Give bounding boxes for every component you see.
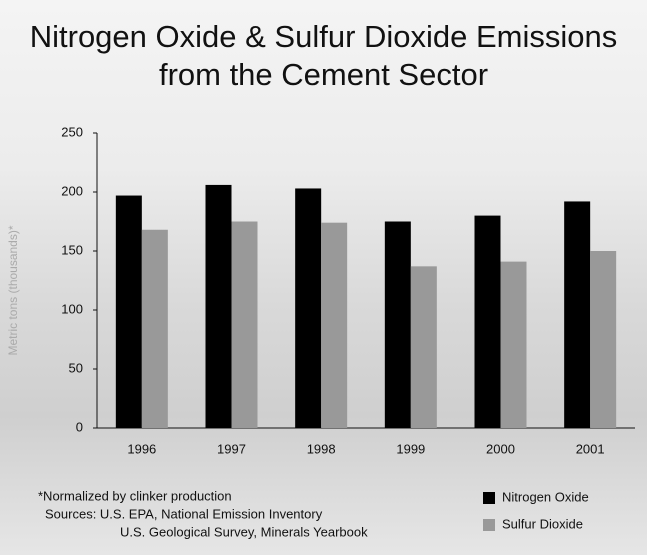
legend-swatch <box>483 492 495 504</box>
x-tick-label: 2001 <box>576 441 605 456</box>
footnote: *Normalized by clinker production <box>38 488 232 503</box>
bar <box>141 229 168 428</box>
bar <box>410 266 437 428</box>
legend-label: Nitrogen Oxide <box>502 489 589 504</box>
chart-title: Nitrogen Oxide & Sulfur Dioxide Emission… <box>29 19 618 92</box>
y-tick-label: 100 <box>61 301 83 316</box>
footnote: U.S. Geological Survey, Minerals Yearboo… <box>120 524 368 539</box>
bar <box>205 184 232 428</box>
y-tick-label: 150 <box>61 242 83 257</box>
x-tick-label: 1998 <box>307 441 336 456</box>
y-tick-label: 250 <box>61 124 83 139</box>
x-tick-label: 1997 <box>217 441 246 456</box>
bar <box>564 201 591 428</box>
y-tick-label: 0 <box>76 419 83 434</box>
bar <box>500 261 527 428</box>
legend-swatch <box>483 519 495 531</box>
y-tick-label: 50 <box>69 360 83 375</box>
bar <box>321 222 348 428</box>
y-tick-label: 200 <box>61 183 83 198</box>
bar <box>590 251 617 428</box>
bar <box>384 221 411 428</box>
bar <box>115 195 142 428</box>
bar <box>231 221 258 428</box>
x-tick-label: 1999 <box>396 441 425 456</box>
x-tick-label: 2000 <box>486 441 515 456</box>
y-axis-label: Metric tons (thousands)* <box>6 225 20 355</box>
footnote: Sources: U.S. EPA, National Emission Inv… <box>45 506 323 521</box>
bar <box>474 215 501 428</box>
legend-label: Sulfur Dioxide <box>502 516 583 531</box>
x-tick-label: 1996 <box>127 441 156 456</box>
bar <box>295 188 322 428</box>
